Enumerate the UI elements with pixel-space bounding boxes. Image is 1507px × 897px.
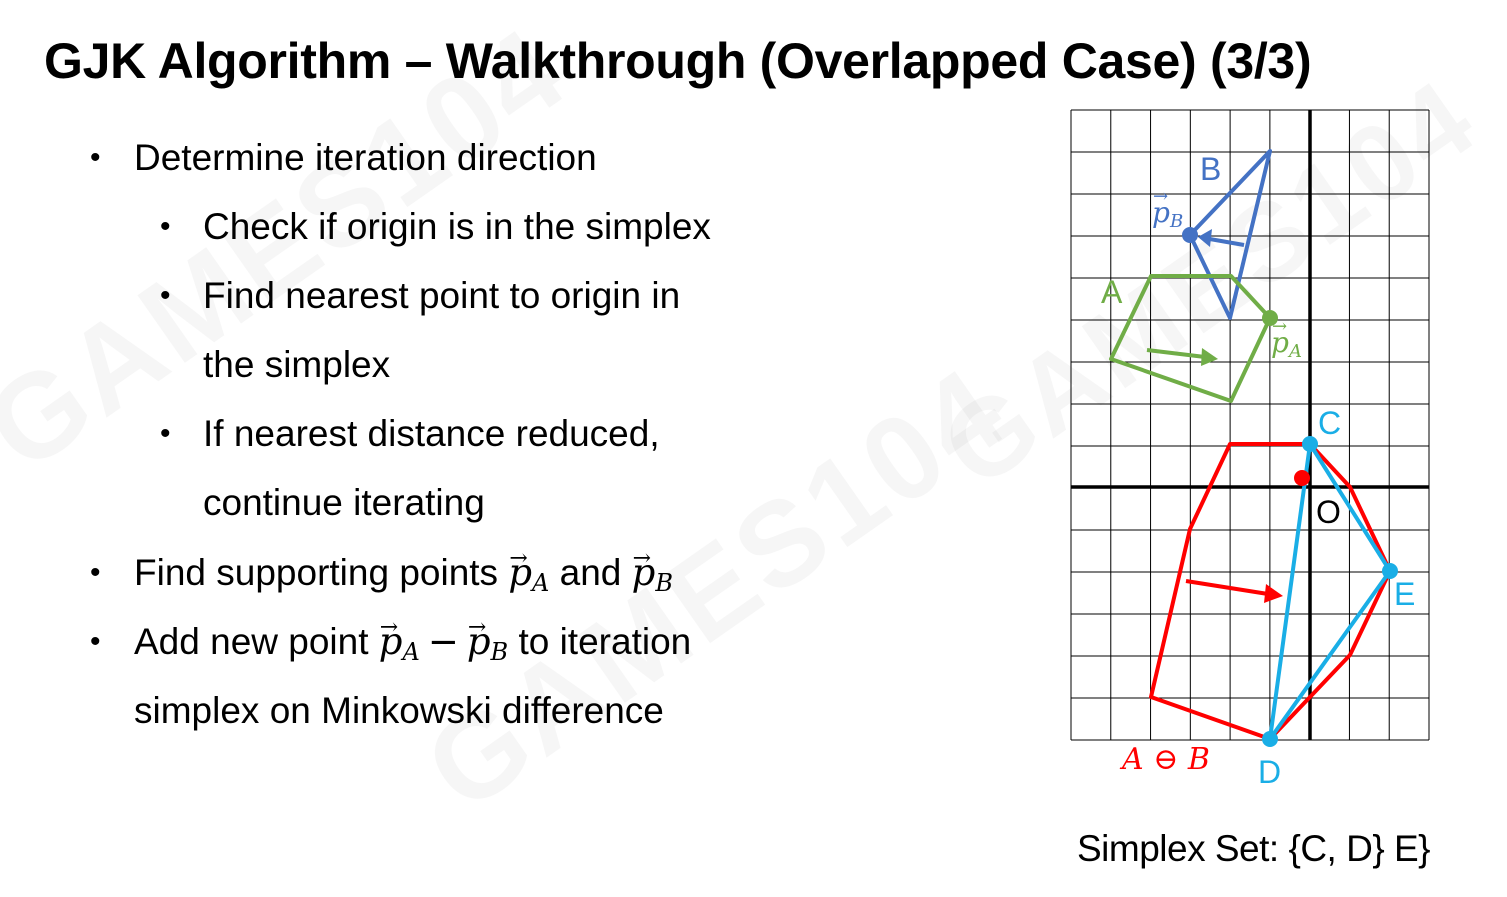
label-a: A (1101, 274, 1123, 310)
text-segment: and (549, 552, 632, 593)
bullet-marker: • (160, 417, 171, 450)
slide-title: GJK Algorithm – Walkthrough (Overlapped … (44, 33, 1312, 89)
bullet-item: Find nearest point to origin in (203, 275, 681, 316)
minkowski-difference (1149, 442, 1392, 741)
vector-p-b: pB (467, 606, 508, 666)
simplex-triangle (1268, 442, 1392, 741)
label-e: E (1394, 576, 1415, 612)
bullet-item: If nearest distance reduced, (203, 413, 660, 454)
bullet-continuation: continue iterating (203, 482, 485, 523)
bullet-marker: • (90, 625, 101, 658)
label-c: C (1318, 405, 1341, 441)
label-d: D (1258, 754, 1281, 790)
bullet-marker: • (90, 141, 101, 174)
bullet-item-supporting-points: Find supporting points pA and pB (134, 537, 673, 605)
shape-a (1109, 274, 1272, 403)
label-minkowski: A ⊖ B (1119, 742, 1210, 777)
point-p-a (1262, 310, 1278, 326)
gjk-diagram: B A C O E D pB → pA → A ⊖ B (1070, 109, 1430, 790)
label-o: O (1316, 494, 1341, 530)
bullet-continuation: the simplex (203, 344, 391, 385)
direction-arrow-a (1146, 348, 1206, 359)
label-b: B (1200, 151, 1221, 187)
bullet-marker: • (90, 556, 101, 589)
vertex-c (1302, 436, 1318, 452)
label-p-b: pB (1152, 196, 1183, 232)
bullet-continuation: simplex on Minkowski difference (134, 690, 664, 731)
text-segment: Add new point (134, 621, 379, 662)
nearest-point (1294, 470, 1310, 486)
vertex-d (1262, 731, 1278, 747)
bullet-item: Check if origin is in the simplex (203, 206, 711, 247)
bullet-item-add-new-point: Add new point pA−pB to iteration (134, 606, 692, 674)
bullet-marker: • (160, 279, 171, 312)
bullet-item: Determine iteration direction (134, 137, 597, 178)
vertex-e (1382, 563, 1398, 579)
label-p-b-arrow: → (1153, 186, 1168, 207)
vector-p-b: pB (632, 537, 673, 597)
direction-arrow-minkowski (1185, 579, 1269, 596)
label-p-a-arrow: → (1272, 316, 1287, 337)
text-segment: to iteration (508, 621, 692, 662)
vector-p-a: pA (508, 537, 549, 597)
grid (1070, 109, 1430, 741)
text-segment: Find supporting points (134, 552, 509, 593)
arrowhead-minkowski (1264, 584, 1283, 603)
axes (1071, 110, 1429, 740)
arrowhead-a (1201, 348, 1218, 366)
vector-p-a: pA (379, 606, 420, 666)
arrowhead-b (1198, 229, 1212, 247)
bullet-marker: • (160, 210, 171, 243)
label-p-a: pA (1271, 326, 1302, 362)
simplex-set-label: Simplex Set: {C, D} E} (1077, 828, 1431, 869)
minus-sign: − (427, 620, 459, 663)
point-p-b (1182, 227, 1198, 243)
